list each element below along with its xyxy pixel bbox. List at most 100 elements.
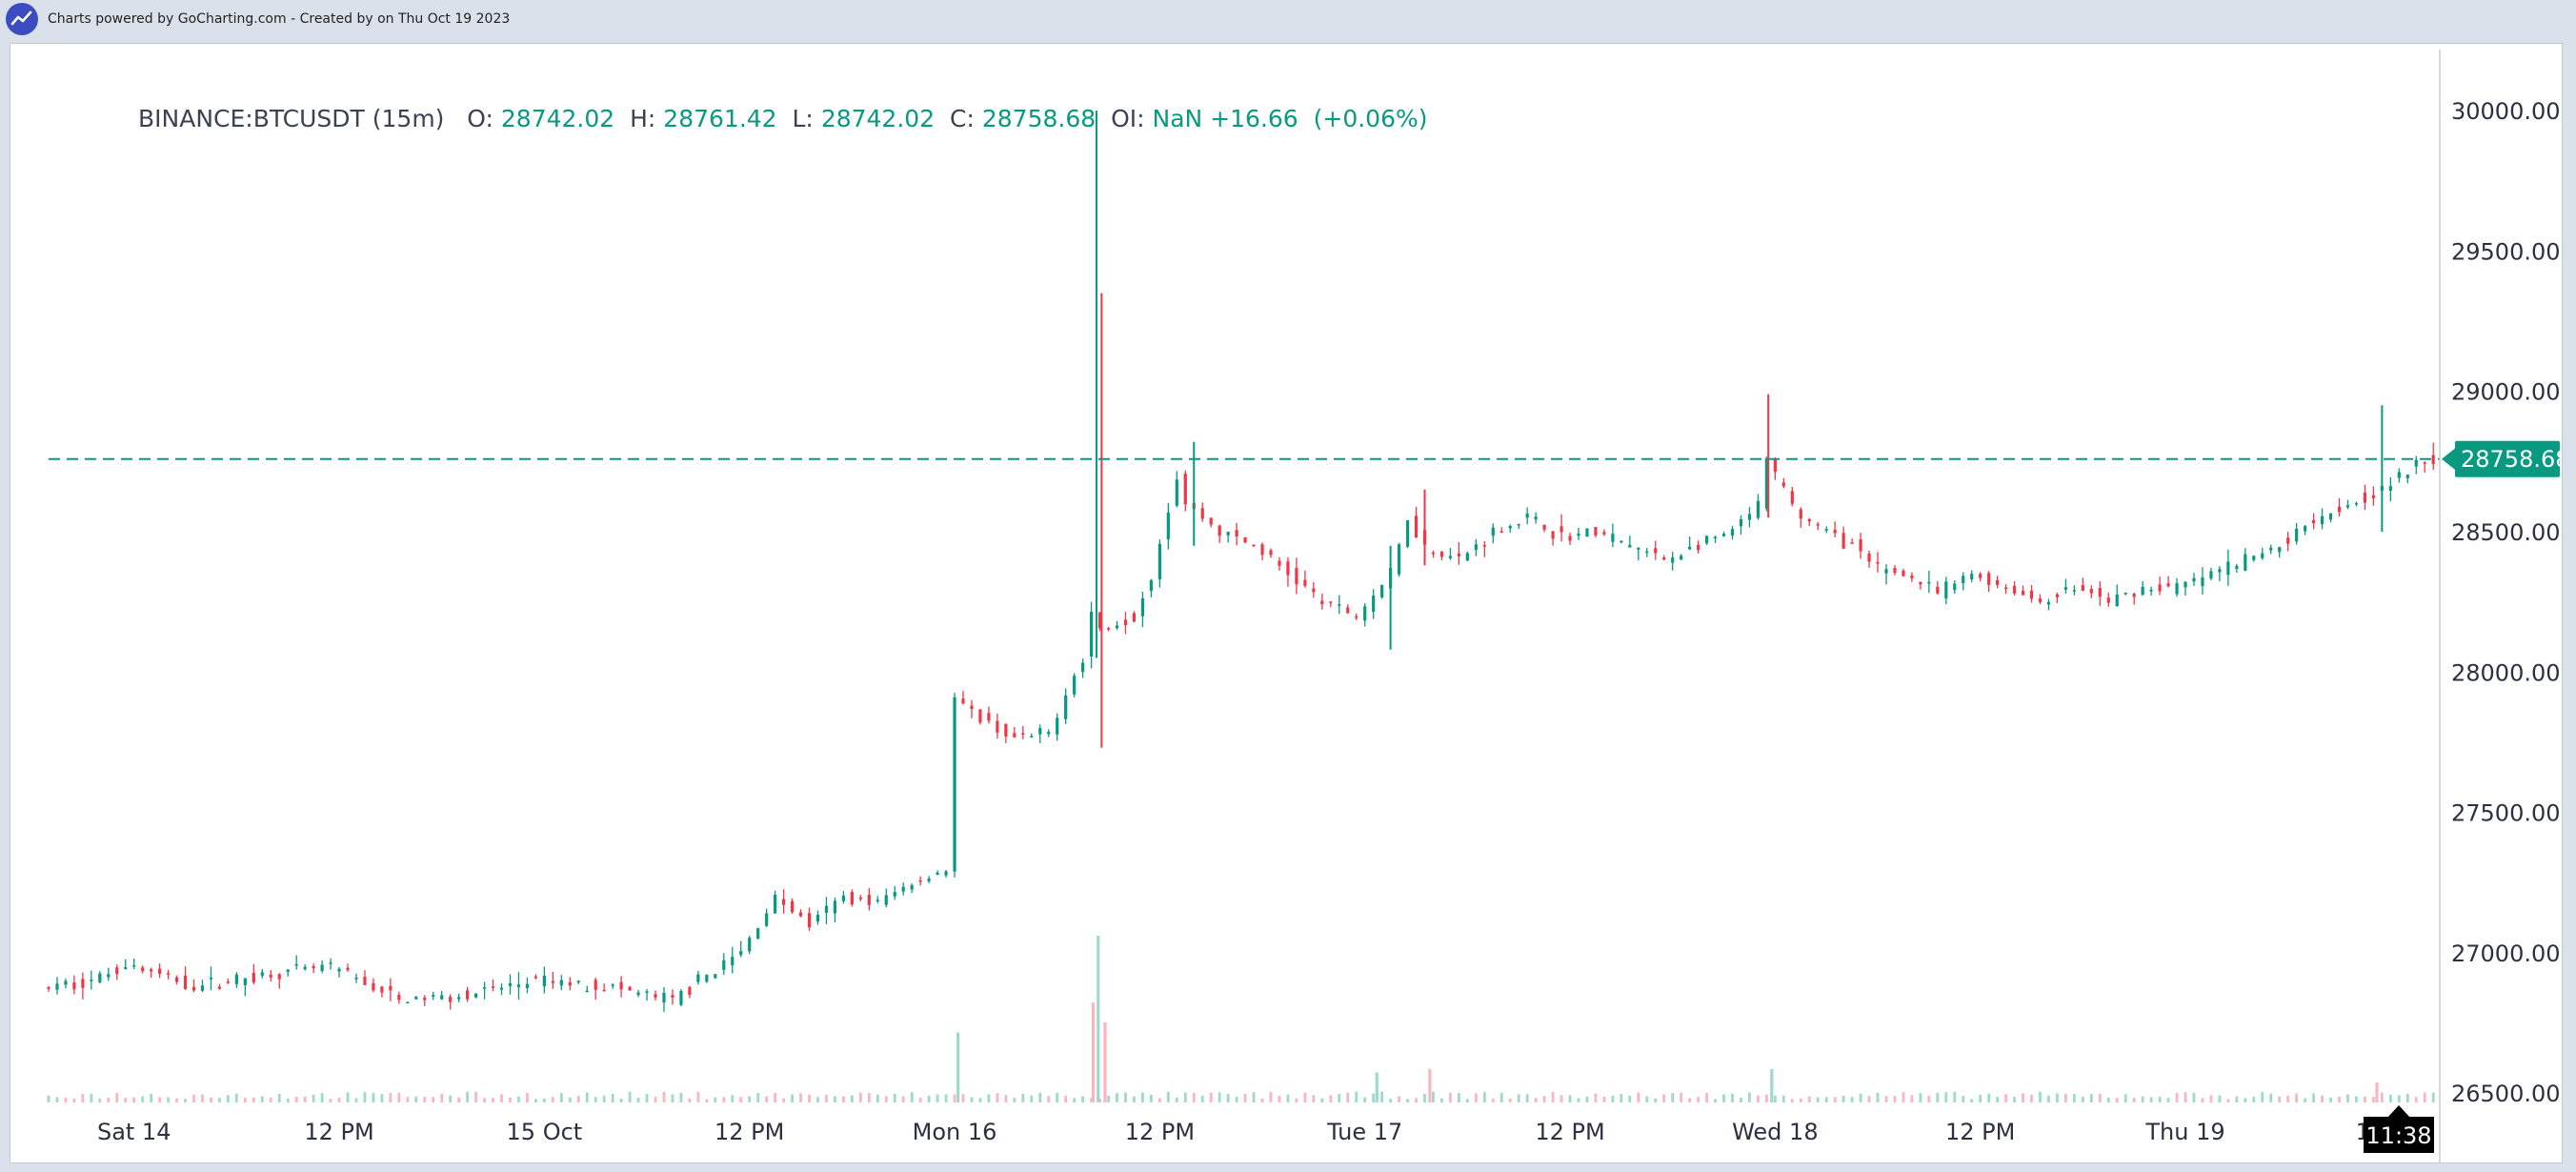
candle-body — [602, 989, 606, 992]
candle — [2431, 442, 2435, 470]
candle — [2201, 567, 2204, 596]
candle — [1243, 536, 1247, 544]
legend-oi-value: NaN — [1152, 105, 1203, 132]
candle-body — [354, 978, 358, 980]
volume-bar — [1517, 1094, 1520, 1102]
candle-body — [636, 992, 640, 996]
candle-body — [1730, 529, 1735, 536]
volume-bar — [1910, 1095, 1914, 1102]
candle — [1730, 525, 1735, 540]
volume-bar — [243, 1098, 247, 1102]
volume-bar — [782, 1098, 785, 1102]
candle-body — [1721, 534, 1726, 536]
volume-bar — [1269, 1091, 1273, 1102]
candle-body — [516, 984, 521, 987]
volume-bar — [559, 1093, 563, 1102]
candle-body — [1824, 529, 1828, 531]
x-tick-label: 12 PM — [714, 1119, 784, 1145]
volume-bar — [132, 1097, 136, 1102]
candle-body — [449, 997, 453, 1002]
candle — [611, 982, 614, 989]
candle — [1893, 565, 1897, 576]
candle-body — [1987, 573, 1991, 585]
candle — [662, 986, 666, 1012]
volume-bar — [1620, 1094, 1623, 1102]
candle — [1594, 527, 1598, 538]
candle-body — [1517, 523, 1520, 526]
volume-bar — [2235, 1096, 2239, 1102]
candle — [1756, 494, 1761, 520]
candle — [491, 979, 495, 992]
candle — [1021, 726, 1025, 739]
volume-bar — [2329, 1097, 2332, 1102]
candle-body — [1628, 544, 1632, 548]
candle-body — [918, 879, 922, 882]
candle-body — [739, 951, 743, 956]
volume-bar — [722, 1097, 726, 1102]
x-tick-label: Mon 16 — [913, 1119, 997, 1145]
candle-body — [1115, 625, 1119, 629]
chart-frame[interactable]: 26500.00 27000.00 27500.00 28000.00 28500.00… — [10, 43, 2563, 1163]
volume-bar — [2423, 1092, 2426, 1102]
candle — [2244, 548, 2247, 572]
candle — [1944, 576, 1948, 605]
candle — [329, 958, 332, 970]
candle-body — [363, 976, 367, 985]
price-axis[interactable]: 26500.00 27000.00 27500.00 28000.00 28500.00… — [2451, 98, 2561, 1107]
volume-bar — [1226, 1093, 1230, 1102]
volume-bar — [1757, 1095, 1760, 1102]
time-axis[interactable]: Sat 14 12 PM 15 Oct 12 PM Mon 16 12 PM Tue 17 1… — [97, 1119, 2425, 1145]
candle — [1551, 531, 1555, 546]
volume-bar — [2338, 1097, 2341, 1102]
volume-bar — [2312, 1093, 2315, 1102]
candle-body — [2337, 506, 2342, 513]
candle — [1773, 456, 1777, 480]
candle — [1841, 526, 1845, 550]
volume-bar — [81, 1094, 85, 1102]
candle — [953, 693, 956, 878]
candle-body — [1816, 524, 1820, 526]
price-tag-arrow — [2442, 447, 2456, 471]
candle — [1405, 519, 1410, 549]
volume-bar — [2346, 1094, 2349, 1102]
candle — [1927, 571, 1931, 594]
volume-bar — [47, 1095, 50, 1102]
candle — [2311, 513, 2316, 530]
candle-body — [1269, 550, 1273, 556]
x-tick-label: 15 Oct — [507, 1119, 583, 1145]
candle — [2098, 580, 2102, 606]
candle-body — [1884, 569, 1888, 574]
volume-bar — [483, 1098, 486, 1102]
candle-body — [2226, 561, 2230, 576]
candle — [1278, 556, 1281, 571]
volume-bar — [961, 1094, 965, 1102]
candle-body — [1996, 579, 2000, 585]
volume-bar — [1705, 1093, 1708, 1102]
candle — [927, 876, 931, 883]
volume-bar — [927, 1095, 931, 1102]
candle-body — [2423, 462, 2426, 464]
candle — [2337, 497, 2342, 517]
candle-body — [1448, 556, 1453, 558]
candle-body — [312, 966, 315, 969]
candle — [1876, 552, 1880, 573]
candle-body — [2184, 581, 2187, 588]
volume-bar — [2072, 1093, 2076, 1102]
volume-bar — [509, 1097, 512, 1102]
candle — [1269, 548, 1273, 558]
candle-body — [1380, 584, 1384, 597]
candle-body — [2192, 577, 2196, 582]
volume-bar — [1799, 1098, 1802, 1102]
volume-bar — [791, 1094, 794, 1102]
candle — [2328, 513, 2333, 523]
candle-body — [1970, 574, 1974, 579]
candle-body — [1157, 543, 1161, 579]
candle — [2072, 585, 2076, 596]
volume-bar — [739, 1097, 743, 1102]
candlestick-chart[interactable]: 26500.00 27000.00 27500.00 28000.00 28500.00… — [10, 44, 2562, 1162]
current-price-label: 28758.68 — [2461, 446, 2562, 473]
candle-body — [731, 957, 735, 966]
volume-bar — [1030, 1095, 1034, 1102]
candle-body — [174, 977, 179, 982]
candle — [115, 964, 119, 980]
